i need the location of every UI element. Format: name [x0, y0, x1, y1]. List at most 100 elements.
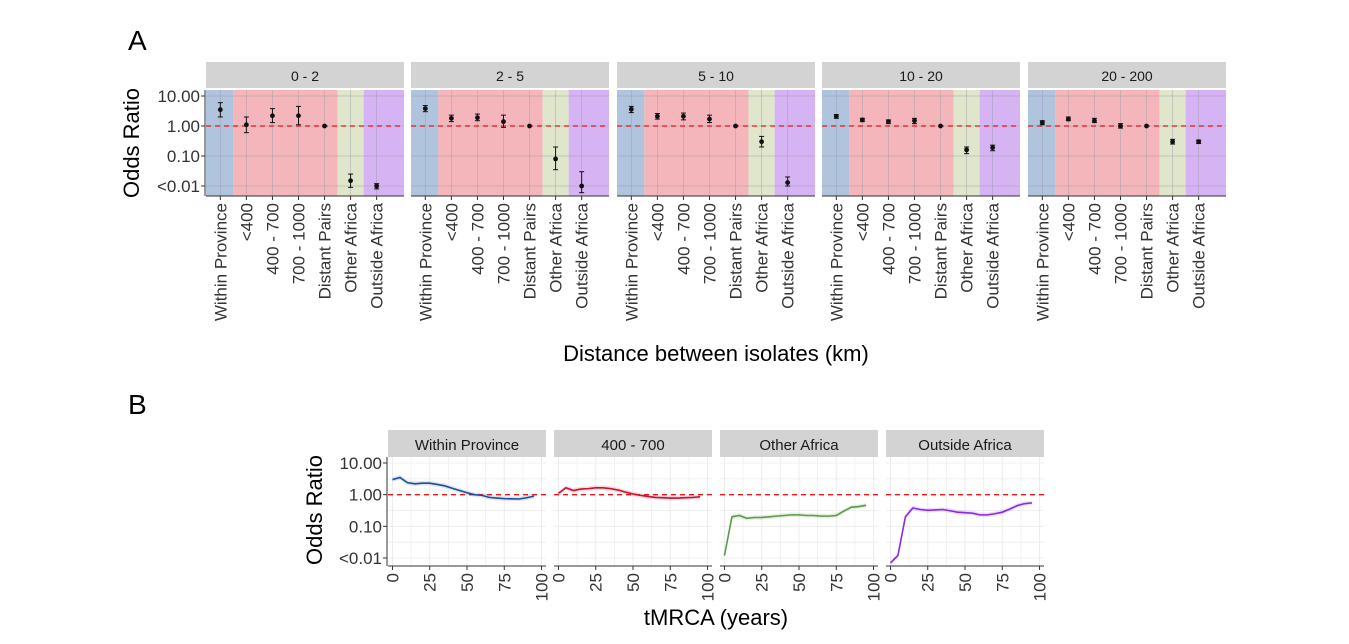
- region-band: [644, 90, 749, 196]
- facet-strip-label: Other Africa: [759, 437, 839, 454]
- facet-b-3: Outside Africa 0 25 50 75 100: [881, 430, 1050, 601]
- data-point: [859, 117, 865, 123]
- y-tick-label-b: 10.00: [339, 454, 382, 473]
- facet-a-4: 20 - 200 Within Province <400 400 - 700 700 …: [1028, 62, 1226, 321]
- facet-strip-label: Outside Africa: [918, 437, 1012, 454]
- x-tick-label-a: <400: [442, 203, 461, 241]
- x-tick-label-a: Distant Pairs: [521, 203, 540, 299]
- panel-label-a: A: [128, 25, 147, 56]
- facet-a-3: 10 - 20 Within Province <400 400 - 700 700 -…: [822, 62, 1020, 321]
- y-tick-label-b: 1.00: [349, 486, 382, 505]
- confidence-ribbon: [392, 475, 535, 502]
- x-tick-label-a: 400 - 700: [674, 203, 693, 275]
- facet-b-1: 400 - 700 0 25 50 75 100: [549, 430, 718, 601]
- x-tick-label-b: 75: [993, 573, 1012, 592]
- y-tick-label-a: 0.10: [167, 147, 200, 166]
- x-tick-label-b: 75: [495, 573, 514, 592]
- x-tick-label-a: Within Province: [827, 203, 846, 321]
- facet-strip-label: 10 - 20: [899, 68, 943, 84]
- region-band: [1185, 90, 1226, 196]
- x-tick-label-b: 100: [1031, 573, 1050, 601]
- series-line: [889, 502, 1033, 564]
- x-tick-label-a: <400: [648, 203, 667, 241]
- data-point: [1196, 139, 1202, 145]
- data-point: [990, 145, 996, 151]
- data-point: [759, 139, 764, 145]
- y-tick-label-a: 1.00: [167, 117, 200, 136]
- x-tick-label-a: <400: [853, 203, 872, 241]
- data-point: [964, 147, 969, 153]
- region-band: [1055, 90, 1160, 196]
- facet-strip-label: Within Province: [415, 437, 519, 454]
- x-axis-title-a: Distance between isolates (km): [563, 341, 869, 366]
- facet-strip: [822, 62, 1020, 88]
- x-tick-label-b: 25: [753, 573, 772, 592]
- x-tick-label-b: 25: [919, 573, 938, 592]
- facet-strip-label: 5 - 10: [698, 68, 734, 84]
- x-tick-label-a: Within Province: [1033, 203, 1052, 321]
- panel-label-b: B: [128, 389, 147, 420]
- x-tick-label-a: 400 - 700: [1085, 203, 1104, 275]
- y-tick-label-b: 0.10: [349, 517, 382, 536]
- x-tick-label-a: Outside Africa: [779, 202, 798, 308]
- data-point: [707, 116, 712, 122]
- x-tick-label-a: Outside Africa: [573, 202, 592, 308]
- series-line: [392, 476, 535, 500]
- x-tick-label-b: 0: [715, 573, 734, 582]
- x-tick-label-a: Within Province: [622, 203, 641, 321]
- data-point: [1144, 123, 1149, 129]
- data-point: [422, 106, 428, 112]
- x-tick-label-a: 700 - 1000: [905, 203, 924, 284]
- region-band: [568, 90, 609, 196]
- x-tick-label-a: Distant Pairs: [932, 203, 951, 299]
- data-point: [501, 119, 506, 125]
- x-tick-label-b: 50: [956, 573, 975, 592]
- data-point: [1092, 118, 1097, 124]
- data-point: [527, 123, 532, 129]
- x-tick-label-a: Other Africa: [342, 202, 361, 292]
- x-tick-label-b: 75: [827, 573, 846, 592]
- data-point: [270, 113, 275, 119]
- x-tick-label-b: 100: [865, 573, 884, 601]
- y-tick-label-a: 10.00: [157, 87, 200, 106]
- facet-strip: [886, 430, 1044, 457]
- x-tick-label-a: <400: [1059, 203, 1078, 241]
- x-tick-label-b: 0: [549, 573, 568, 582]
- data-point: [654, 113, 660, 119]
- x-tick-label-a: 700 - 1000: [494, 203, 513, 284]
- region-band: [979, 90, 1020, 196]
- data-point: [374, 183, 380, 189]
- facet-strip: [720, 430, 878, 457]
- x-tick-label-b: 50: [624, 573, 643, 592]
- facet-strip: [617, 62, 815, 88]
- data-point: [296, 113, 301, 119]
- y-tick-label-a: <0.01: [157, 177, 200, 196]
- x-axis-title-b: tMRCA (years): [644, 605, 788, 630]
- data-point: [348, 178, 353, 184]
- data-point: [217, 107, 223, 113]
- data-point: [579, 183, 585, 189]
- region-band: [363, 90, 404, 196]
- facet-strip: [411, 62, 609, 88]
- facet-a-2: 5 - 10 Within Province <400 400 - 700 700 - …: [617, 62, 815, 321]
- x-tick-label-b: 0: [881, 573, 900, 582]
- x-tick-label-b: 0: [383, 573, 402, 582]
- y-axis-title-a: Odds Ratio: [119, 88, 144, 198]
- data-point: [833, 113, 839, 119]
- data-point: [938, 123, 943, 129]
- facet-strip: [388, 430, 546, 457]
- facet-a-1: 2 - 5 Within Province <400 400 - 700 700 - 1…: [411, 62, 609, 321]
- region-band: [438, 90, 543, 196]
- facet-b-2: Other Africa 0 25 50 75 100: [715, 430, 884, 601]
- data-point: [322, 123, 327, 129]
- facet-strip-label: 400 - 700: [601, 437, 664, 454]
- data-point: [475, 115, 480, 121]
- x-tick-label-a: Outside Africa: [368, 202, 387, 308]
- data-point: [1065, 116, 1071, 122]
- x-tick-label-a: 400 - 700: [263, 203, 282, 275]
- x-tick-label-a: Distant Pairs: [1138, 203, 1157, 299]
- data-point: [243, 122, 249, 128]
- x-tick-label-a: Distant Pairs: [727, 203, 746, 299]
- facet-b-0: Within Province 0 25 50 75 100: [383, 430, 552, 601]
- x-tick-label-a: Other Africa: [1164, 202, 1183, 292]
